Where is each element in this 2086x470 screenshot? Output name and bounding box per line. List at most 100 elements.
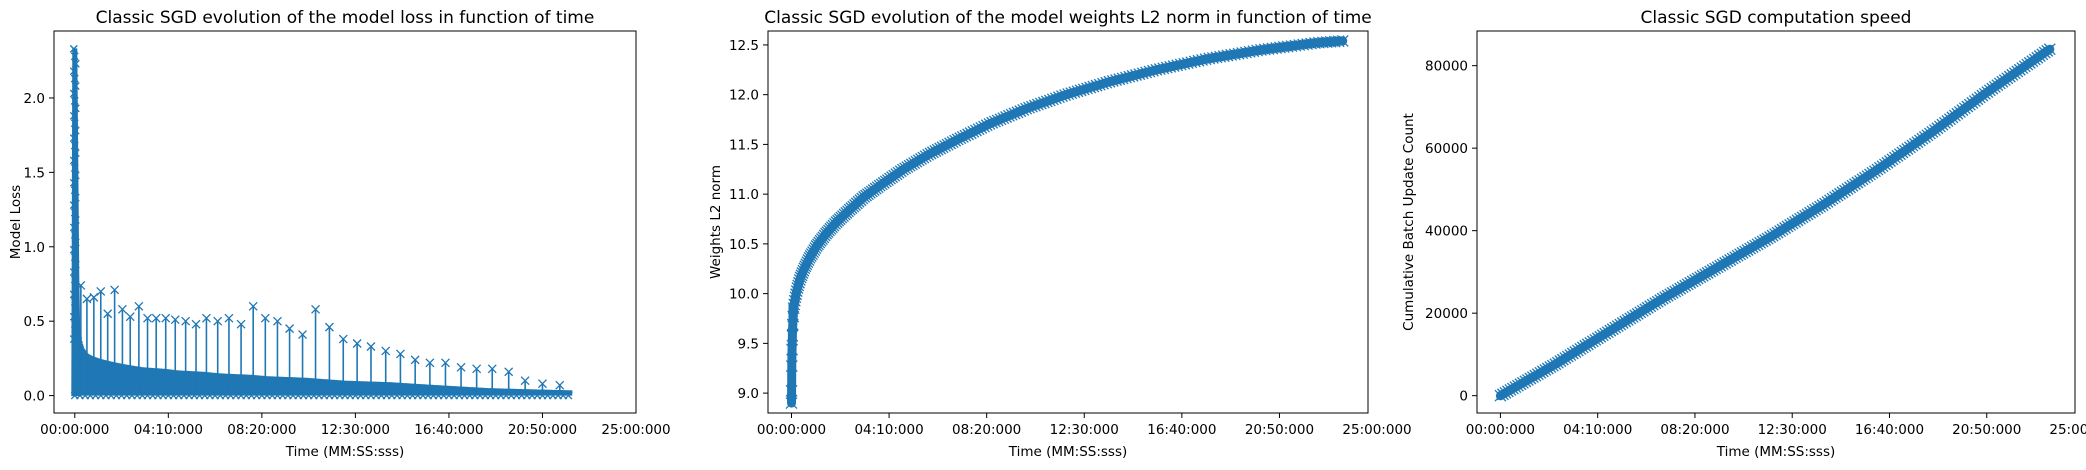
y-tick-label: 12.5 (729, 38, 759, 54)
loss-spike-marker (161, 313, 171, 323)
loss-spike-marker (352, 339, 362, 348)
loss-spike-marker (96, 286, 106, 296)
loss-spike-marker (441, 358, 450, 368)
data-point-marker (1097, 77, 1109, 90)
x-axis-label: Time (MM:SS:sss) (1716, 444, 1836, 460)
y-tick-label: 20000 (1425, 306, 1468, 322)
loss-spike-marker (76, 281, 86, 290)
loss-spike-marker (285, 324, 295, 334)
y-tick-label: 1.5 (24, 165, 45, 181)
data-point-marker (1174, 58, 1187, 71)
loss-point-marker (71, 238, 80, 247)
x-tick-label: 00:00:000 (40, 422, 109, 438)
data-point-marker (794, 271, 807, 284)
x-tick-label: 04:10:000 (1563, 422, 1632, 438)
y-tick-label: 9.0 (738, 386, 759, 402)
y-tick-label: 11.0 (729, 187, 759, 203)
data-point-marker (1160, 61, 1173, 74)
x-tick-label: 25:00:000 (601, 422, 670, 438)
data-point-marker (1164, 60, 1177, 73)
data-point-marker (1120, 71, 1132, 84)
chart-title: Classic SGD computation speed (1641, 8, 1912, 28)
loss-spike-marker (311, 304, 321, 314)
data-point-marker (1136, 67, 1149, 80)
loss-point-marker (71, 305, 80, 314)
loss-spike-marker (103, 309, 113, 319)
loss-point-marker (69, 111, 78, 120)
loss-point-marker (71, 171, 80, 180)
loss-point-marker (69, 178, 78, 187)
y-tick-label: 9.5 (738, 336, 759, 352)
data-point-marker (1203, 52, 1216, 65)
x-tick-label: 12:30:000 (321, 422, 390, 438)
x-axis-label: Time (MM:SS:sss) (285, 444, 405, 460)
loss-point-marker (69, 89, 78, 98)
data-point-marker (1093, 78, 1106, 91)
data-point-marker (1113, 73, 1126, 86)
loss-point-marker (70, 208, 79, 217)
plot-area (69, 44, 573, 400)
axes-frame (53, 30, 637, 414)
y-tick-label: 0.5 (24, 314, 45, 330)
y-axis-label: Weights L2 norm (708, 165, 724, 279)
data-point-marker (1087, 80, 1100, 93)
data-point-marker (1090, 79, 1103, 92)
loss-point-marker (70, 52, 79, 61)
loss-point-marker (70, 186, 79, 195)
loss-spike-marker (395, 349, 405, 359)
loss-point-marker (69, 335, 78, 344)
plot-area (1494, 43, 2056, 402)
loss-point-marker (70, 297, 79, 306)
data-point-marker (798, 262, 811, 275)
computation-speed-chart: 00:00:000 04:10:000 08:20:000 12:30:000 16:4… (1401, 8, 2086, 460)
loss-spike-marker (151, 313, 161, 323)
loss-spike-marker (338, 334, 348, 344)
loss-point-marker (71, 104, 80, 113)
plot-area (785, 34, 1349, 410)
y-tick-label: 40000 (1425, 224, 1468, 240)
loss-spike-marker (170, 315, 180, 325)
loss-spike-marker (520, 376, 530, 386)
data-point-marker (1214, 50, 1227, 63)
y-tick-label: 80000 (1425, 59, 1468, 75)
loss-point-marker (69, 268, 78, 277)
y-tick-label: 10.0 (729, 287, 759, 303)
data-point-marker (797, 264, 810, 277)
data-point-marker (1157, 62, 1170, 75)
data-point-marker (1336, 34, 1349, 47)
data-point-marker (1130, 69, 1142, 81)
loss-spike-marker (504, 367, 514, 377)
axes-frame (1476, 30, 2076, 414)
loss-spike-marker (410, 355, 420, 365)
x-tick-label: 00:00:000 (757, 422, 826, 438)
data-point-marker (1167, 60, 1180, 73)
data-point-marker (1153, 63, 1166, 76)
loss-spike-marker (125, 312, 135, 322)
loss-spike-marker (298, 330, 308, 340)
data-point-marker (1185, 56, 1198, 69)
x-tick-label: 08:20:000 (227, 422, 296, 438)
loss-spike-marker (260, 313, 270, 323)
series-loss-line (74, 48, 573, 396)
loss-point-marker (70, 253, 79, 262)
data-point-marker (799, 260, 812, 273)
loss-point-marker (71, 216, 80, 224)
loss-spike-marker (117, 304, 127, 314)
loss-point-marker (69, 44, 78, 53)
loss-spike-marker (181, 316, 191, 326)
data-point-marker (1188, 55, 1201, 68)
loss-spike-marker (366, 342, 376, 351)
data-point-marker (1210, 51, 1223, 64)
loss-point-marker (70, 320, 79, 329)
loss-spike-marker (110, 285, 120, 295)
data-point-marker (1196, 54, 1208, 66)
loss-spike-marker (82, 294, 92, 304)
loss-point-marker (71, 59, 80, 68)
data-point-marker (1133, 68, 1146, 81)
loss-spike-marker (224, 313, 234, 323)
loss-point-marker (70, 141, 79, 150)
loss-chart: 00:00:000 04:10:000 08:20:000 12:30:000 16:4… (8, 8, 671, 460)
loss-spike-marker (191, 319, 201, 329)
data-point-marker (1217, 50, 1230, 63)
loss-baseline-marker (564, 391, 573, 400)
